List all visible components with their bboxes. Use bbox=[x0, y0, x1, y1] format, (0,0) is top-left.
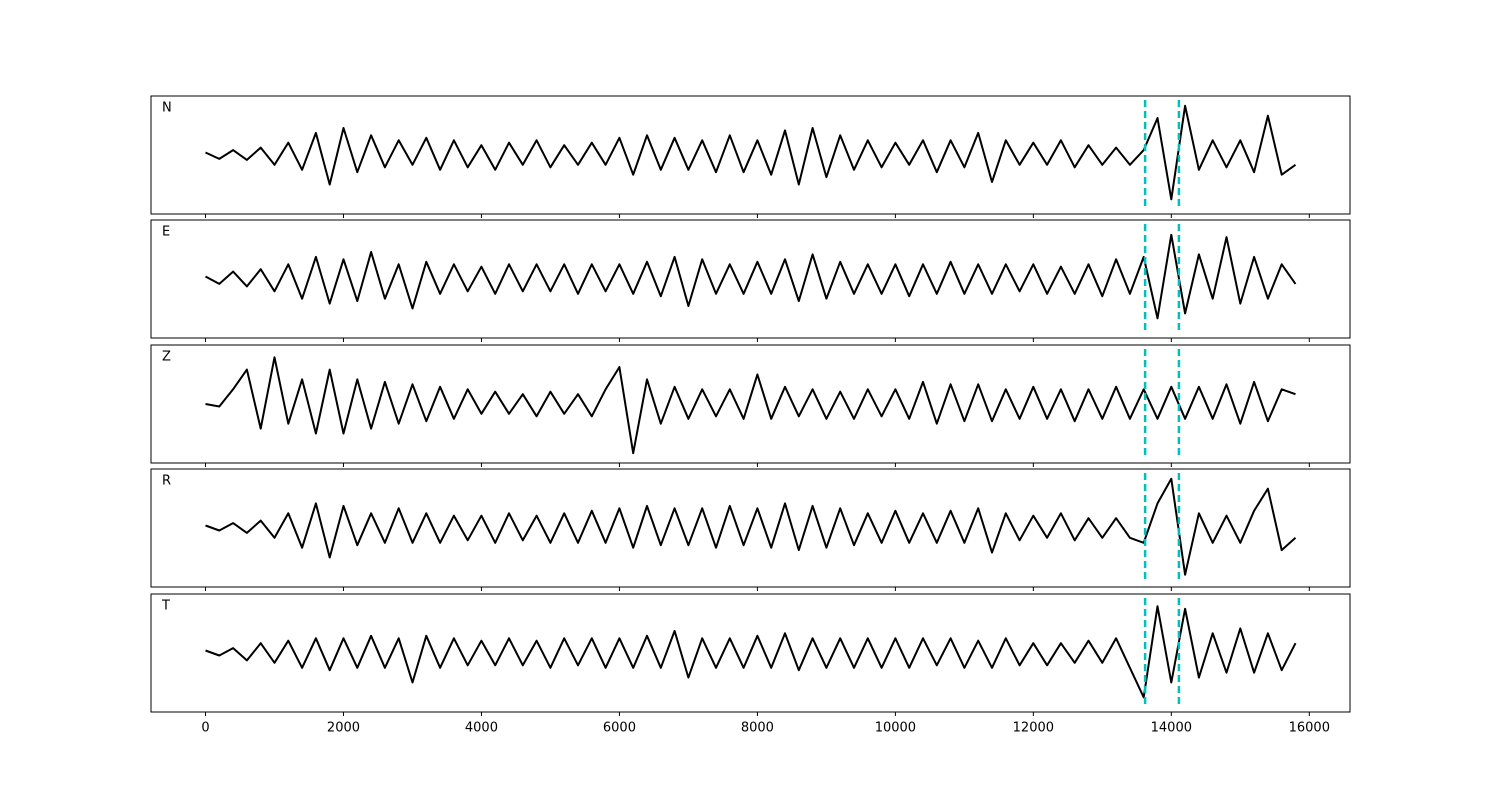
x-tick-label: 2000 bbox=[327, 721, 360, 736]
trace bbox=[205, 233, 1297, 320]
trace bbox=[205, 104, 1297, 201]
panel-frame bbox=[150, 593, 1351, 713]
panel-frame bbox=[150, 219, 1351, 339]
panel-label: E bbox=[162, 225, 170, 240]
x-tick-label: 14000 bbox=[1151, 721, 1192, 736]
trace bbox=[205, 356, 1296, 455]
x-tick-label: 8000 bbox=[741, 721, 774, 736]
x-tick-label: 16000 bbox=[1289, 721, 1330, 736]
panel-label: N bbox=[162, 101, 172, 116]
panel-frame bbox=[150, 344, 1351, 464]
x-tick-label: 4000 bbox=[465, 721, 498, 736]
x-tick-label: 12000 bbox=[1013, 721, 1054, 736]
panel-label: R bbox=[162, 474, 171, 489]
panel-frame bbox=[150, 95, 1351, 215]
x-tick-label: 0 bbox=[201, 721, 209, 736]
x-tick-label: 10000 bbox=[875, 721, 916, 736]
panel-label: T bbox=[161, 599, 170, 614]
trace bbox=[205, 605, 1297, 699]
panel-label: Z bbox=[162, 350, 171, 365]
x-tick-label: 6000 bbox=[603, 721, 636, 736]
panel-frame bbox=[150, 468, 1351, 588]
trace bbox=[205, 477, 1297, 576]
